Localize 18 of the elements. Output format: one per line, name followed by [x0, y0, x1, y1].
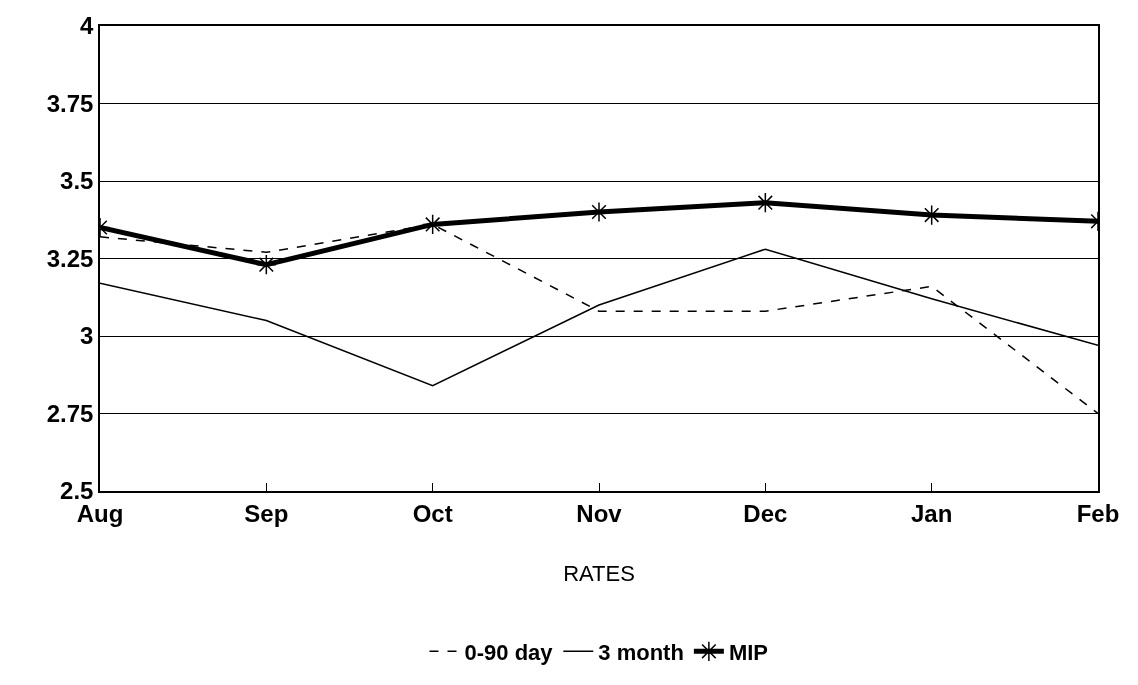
x-tick-label: Oct: [412, 499, 453, 527]
y-tick-label: 3.25: [46, 244, 94, 272]
x-tick-label: Jan: [910, 499, 953, 527]
y-tick-label: 3.75: [46, 89, 94, 117]
x-tick-label: Feb: [1076, 499, 1120, 527]
y-tick-label: 4: [80, 12, 95, 40]
legend-label: MIP: [728, 639, 769, 665]
x-tick-label: Dec: [743, 499, 788, 527]
point: [255, 254, 277, 276]
y-tick-label: 2.75: [46, 399, 94, 427]
point: [588, 201, 610, 223]
y-tick-label: 3.5: [60, 167, 94, 195]
x-tick-label: Nov: [576, 499, 623, 527]
y-tick-label: 3: [80, 322, 94, 350]
legend-label: 0-90 day: [464, 639, 554, 665]
x-tick-label: Sep: [244, 499, 289, 527]
x-axis-title: RATES: [563, 560, 635, 586]
legend-label: 3 month: [598, 639, 684, 665]
